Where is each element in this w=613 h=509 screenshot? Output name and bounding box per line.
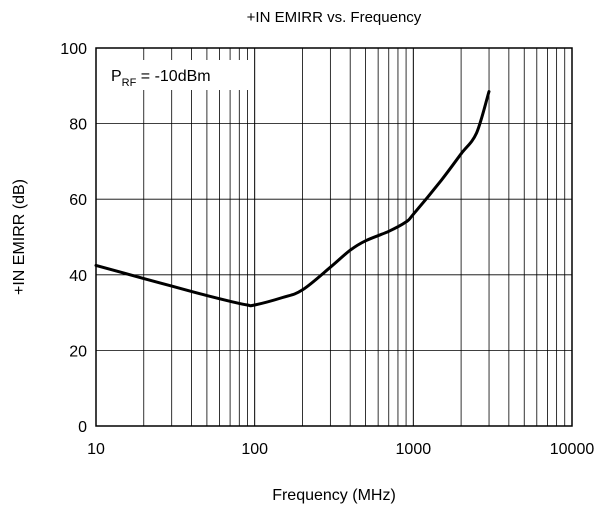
annotation-main: P [111,68,122,85]
y-axis-label: +IN EMIRR (dB) [11,179,28,295]
x-tick-label: 100 [241,441,268,458]
chart-title: +IN EMIRR vs. Frequency [247,9,422,26]
x-tick-label: 10000 [550,441,595,458]
rf-power-annotation: PRF = -10dBm [111,68,211,89]
x-tick-labels: 10 100 1000 10000 [87,441,594,458]
annotation-subscript: RF [122,77,137,89]
y-tick-label: 60 [69,192,87,209]
y-tick-labels: 0 20 40 60 80 100 [60,41,87,436]
annotation-suffix: = -10dBm [136,68,210,85]
x-tick-label: 1000 [396,441,432,458]
y-tick-label: 80 [69,117,87,134]
x-axis-label: Frequency (MHz) [272,487,396,504]
y-tick-label: 0 [78,419,87,436]
plot-frame [95,47,573,427]
grid [95,47,573,427]
x-tick-label: 10 [87,441,105,458]
y-tick-label: 40 [69,268,87,285]
series-line [94,90,491,308]
annotation-background [102,60,250,90]
y-tick-label: 20 [69,343,87,360]
y-tick-label: 100 [60,41,87,58]
